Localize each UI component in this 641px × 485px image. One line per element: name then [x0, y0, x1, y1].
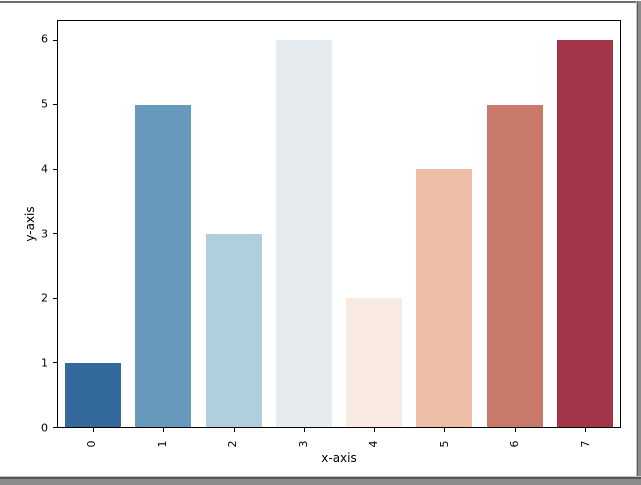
y-tick-labels: 0 1 2 3 4 5 6	[0, 20, 48, 434]
y-axis-label: y-axis	[23, 206, 37, 242]
y-tick-mark-3	[53, 233, 57, 235]
bar-2	[205, 233, 262, 427]
bar-6	[486, 104, 543, 427]
y-tick-label-0: 0	[41, 421, 48, 435]
x-tick-label-0: 0	[85, 440, 99, 448]
y-tick-mark-2	[53, 297, 57, 299]
x-tick-mark-5	[444, 428, 446, 432]
bar-0	[65, 362, 122, 427]
y-tick-label-6: 6	[41, 32, 48, 46]
x-tick-label-3: 3	[296, 440, 310, 448]
y-tick-mark-5	[53, 104, 57, 106]
x-tick-mark-0	[93, 428, 95, 432]
x-tick-label-4: 4	[367, 440, 381, 448]
y-tick-mark-6	[53, 39, 57, 41]
plot-axes	[53, 20, 621, 432]
x-tick-mark-7	[584, 428, 586, 432]
x-tick-label-2: 2	[226, 440, 240, 448]
x-tick-label-7: 7	[578, 440, 592, 448]
y-tick-label-5: 5	[41, 97, 48, 111]
bar-1	[135, 104, 192, 427]
y-tick-mark-0	[53, 426, 57, 428]
y-tick-mark-4	[53, 168, 57, 170]
window-border-right	[636, 1, 641, 485]
y-tick-mark-1	[53, 362, 57, 364]
x-tick-label-1: 1	[155, 440, 169, 448]
x-axis-label: x-axis	[321, 451, 357, 465]
bar-5	[416, 169, 473, 427]
window-border-bottom	[0, 476, 641, 485]
bar-4	[346, 298, 403, 427]
x-tick-mark-6	[514, 428, 516, 432]
y-tick-label-3: 3	[41, 227, 48, 241]
x-tick-label-6: 6	[508, 440, 522, 448]
y-tick-label-4: 4	[41, 162, 48, 176]
x-tick-mark-3	[303, 428, 305, 432]
bar-3	[275, 40, 332, 427]
x-tick-mark-4	[374, 428, 376, 432]
bar-7	[556, 40, 613, 427]
y-tick-label-1: 1	[41, 356, 48, 370]
x-tick-label-5: 5	[437, 440, 451, 448]
window-border-top	[0, 1, 641, 3]
x-tick-mark-2	[233, 428, 235, 432]
x-tick-mark-1	[163, 428, 165, 432]
y-tick-label-2: 2	[41, 291, 48, 305]
